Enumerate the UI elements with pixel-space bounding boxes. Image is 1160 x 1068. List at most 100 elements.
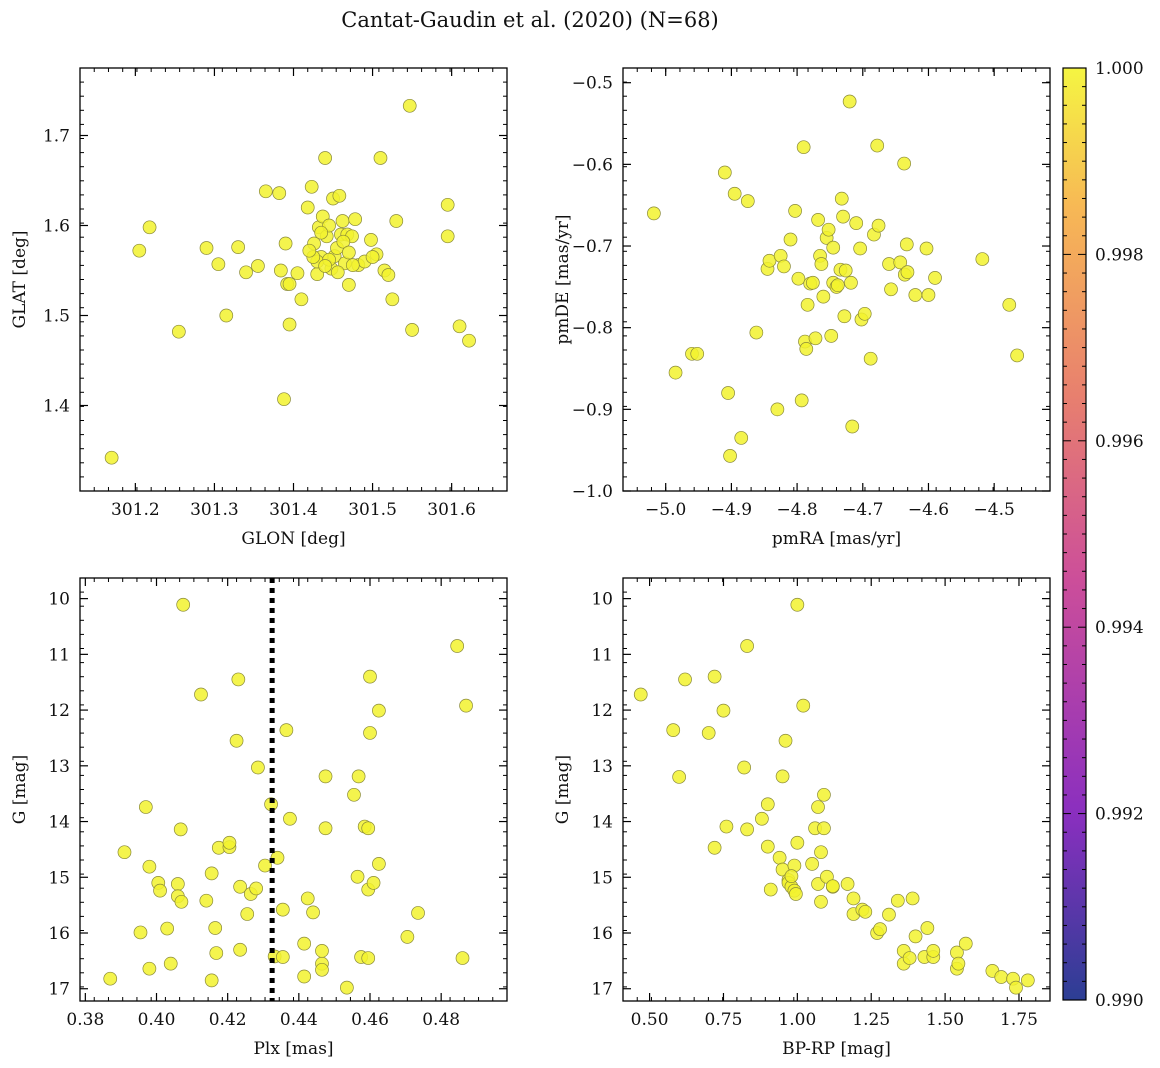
data-point (775, 769, 790, 784)
data-point (882, 907, 896, 922)
data-point (222, 835, 237, 850)
y-tick-label: −0.6 (572, 155, 613, 175)
y-tick-label: 17 (48, 980, 70, 1000)
data-point (314, 225, 329, 240)
data-point (899, 237, 914, 252)
panel-sky: 301.2 301.3 301.4 301.5 301.6 1.4 1.5 1.6 1.7 GLO… (10, 67, 508, 549)
x-tick-label: 0.40 (138, 1010, 176, 1030)
x-axis-label: pmRA [mas/yr] (772, 529, 901, 549)
data-point (811, 800, 825, 814)
data-point (737, 760, 752, 775)
data-point (716, 703, 731, 718)
data-point (348, 212, 363, 227)
x-tick-label: −4.7 (842, 500, 883, 520)
data-point (297, 969, 312, 984)
x-tick-label: 301.4 (269, 500, 318, 520)
data-point (211, 257, 226, 272)
data-point (233, 879, 247, 894)
data-point (951, 956, 966, 971)
panel-cmd: 0.50 0.75 1.00 1.25 1.50 1.75 10 11 12 13 14 15 16 17… (553, 577, 1051, 1059)
x-tick-label: 0.44 (280, 1010, 318, 1030)
y-tick-label: 10 (48, 590, 70, 610)
data-point (219, 308, 234, 323)
y-tick-label: 16 (591, 924, 613, 944)
data-point (811, 213, 825, 227)
data-point (462, 333, 476, 348)
data-point (294, 292, 309, 307)
data-point (784, 869, 799, 884)
data-point (363, 669, 377, 684)
data-point (361, 951, 376, 965)
data-point (440, 229, 455, 244)
data-point (755, 811, 769, 826)
y-axis-label: G [mag] (553, 755, 573, 824)
data-point (846, 891, 861, 906)
data-point (402, 98, 417, 113)
axes-frame (79, 67, 508, 492)
data-point (740, 639, 754, 653)
data-point (760, 839, 775, 854)
data-point (171, 877, 185, 891)
y-tick-label: 13 (591, 757, 613, 777)
data-point (104, 450, 119, 465)
y-tick-label: 12 (48, 701, 70, 721)
data-point (799, 342, 814, 356)
x-tick-label: −5.0 (645, 500, 686, 520)
data-point (240, 907, 255, 921)
data-point (845, 419, 860, 434)
data-point (389, 214, 404, 228)
data-point (363, 726, 377, 740)
data-point (163, 956, 178, 971)
data-point (142, 220, 157, 235)
data-point (719, 819, 734, 834)
data-point (283, 811, 297, 826)
figure-title: Cantat-Gaudin et al. (2020) (N=68) (341, 8, 719, 32)
data-point (824, 328, 839, 343)
y-tick-label: 12 (591, 701, 613, 721)
data-point (849, 216, 864, 231)
data-point (153, 883, 167, 898)
data-point (239, 265, 253, 280)
data-point (897, 156, 912, 171)
data-point (920, 921, 935, 935)
data-point (672, 770, 686, 784)
data-point (194, 687, 208, 702)
data-point (805, 857, 819, 871)
y-tick-label: −0.8 (572, 319, 613, 339)
colorbar-tick-label: 0.992 (1095, 805, 1144, 825)
data-point (789, 887, 803, 901)
panel-plx-vs-g: 0.38 0.40 0.42 0.44 0.46 0.48 10 11 12 13 14 15 16 17… (10, 577, 508, 1059)
x-tick-label: 0.48 (422, 1010, 460, 1030)
data-point (381, 268, 396, 282)
data-point (830, 278, 845, 293)
data-point (282, 277, 297, 291)
data-point (273, 263, 288, 278)
data-point (342, 245, 356, 260)
x-tick-label: 301.6 (427, 500, 476, 520)
data-point (366, 875, 381, 890)
data-point (138, 800, 153, 814)
data-point (975, 252, 990, 266)
data-point (173, 822, 188, 837)
x-tick-label: 0.46 (351, 1010, 389, 1030)
data-point (817, 787, 831, 802)
data-point (783, 232, 798, 247)
data-point (249, 881, 263, 896)
colorbar-tick-label: 0.998 (1095, 245, 1144, 265)
data-point (176, 597, 191, 612)
data-point (763, 882, 778, 897)
data-point (411, 906, 425, 920)
data-point (816, 289, 831, 304)
data-point (364, 233, 378, 247)
y-tick-label: 15 (48, 868, 70, 888)
x-tick-label: 0.38 (66, 1010, 104, 1030)
data-point (790, 597, 805, 612)
x-tick-label: 1.50 (926, 1010, 964, 1030)
y-tick-label: 17 (591, 980, 613, 1000)
data-point (1002, 297, 1017, 312)
y-tick-label: 15 (591, 868, 613, 888)
data-point (811, 877, 825, 891)
data-point (372, 703, 386, 718)
data-point (919, 241, 934, 256)
